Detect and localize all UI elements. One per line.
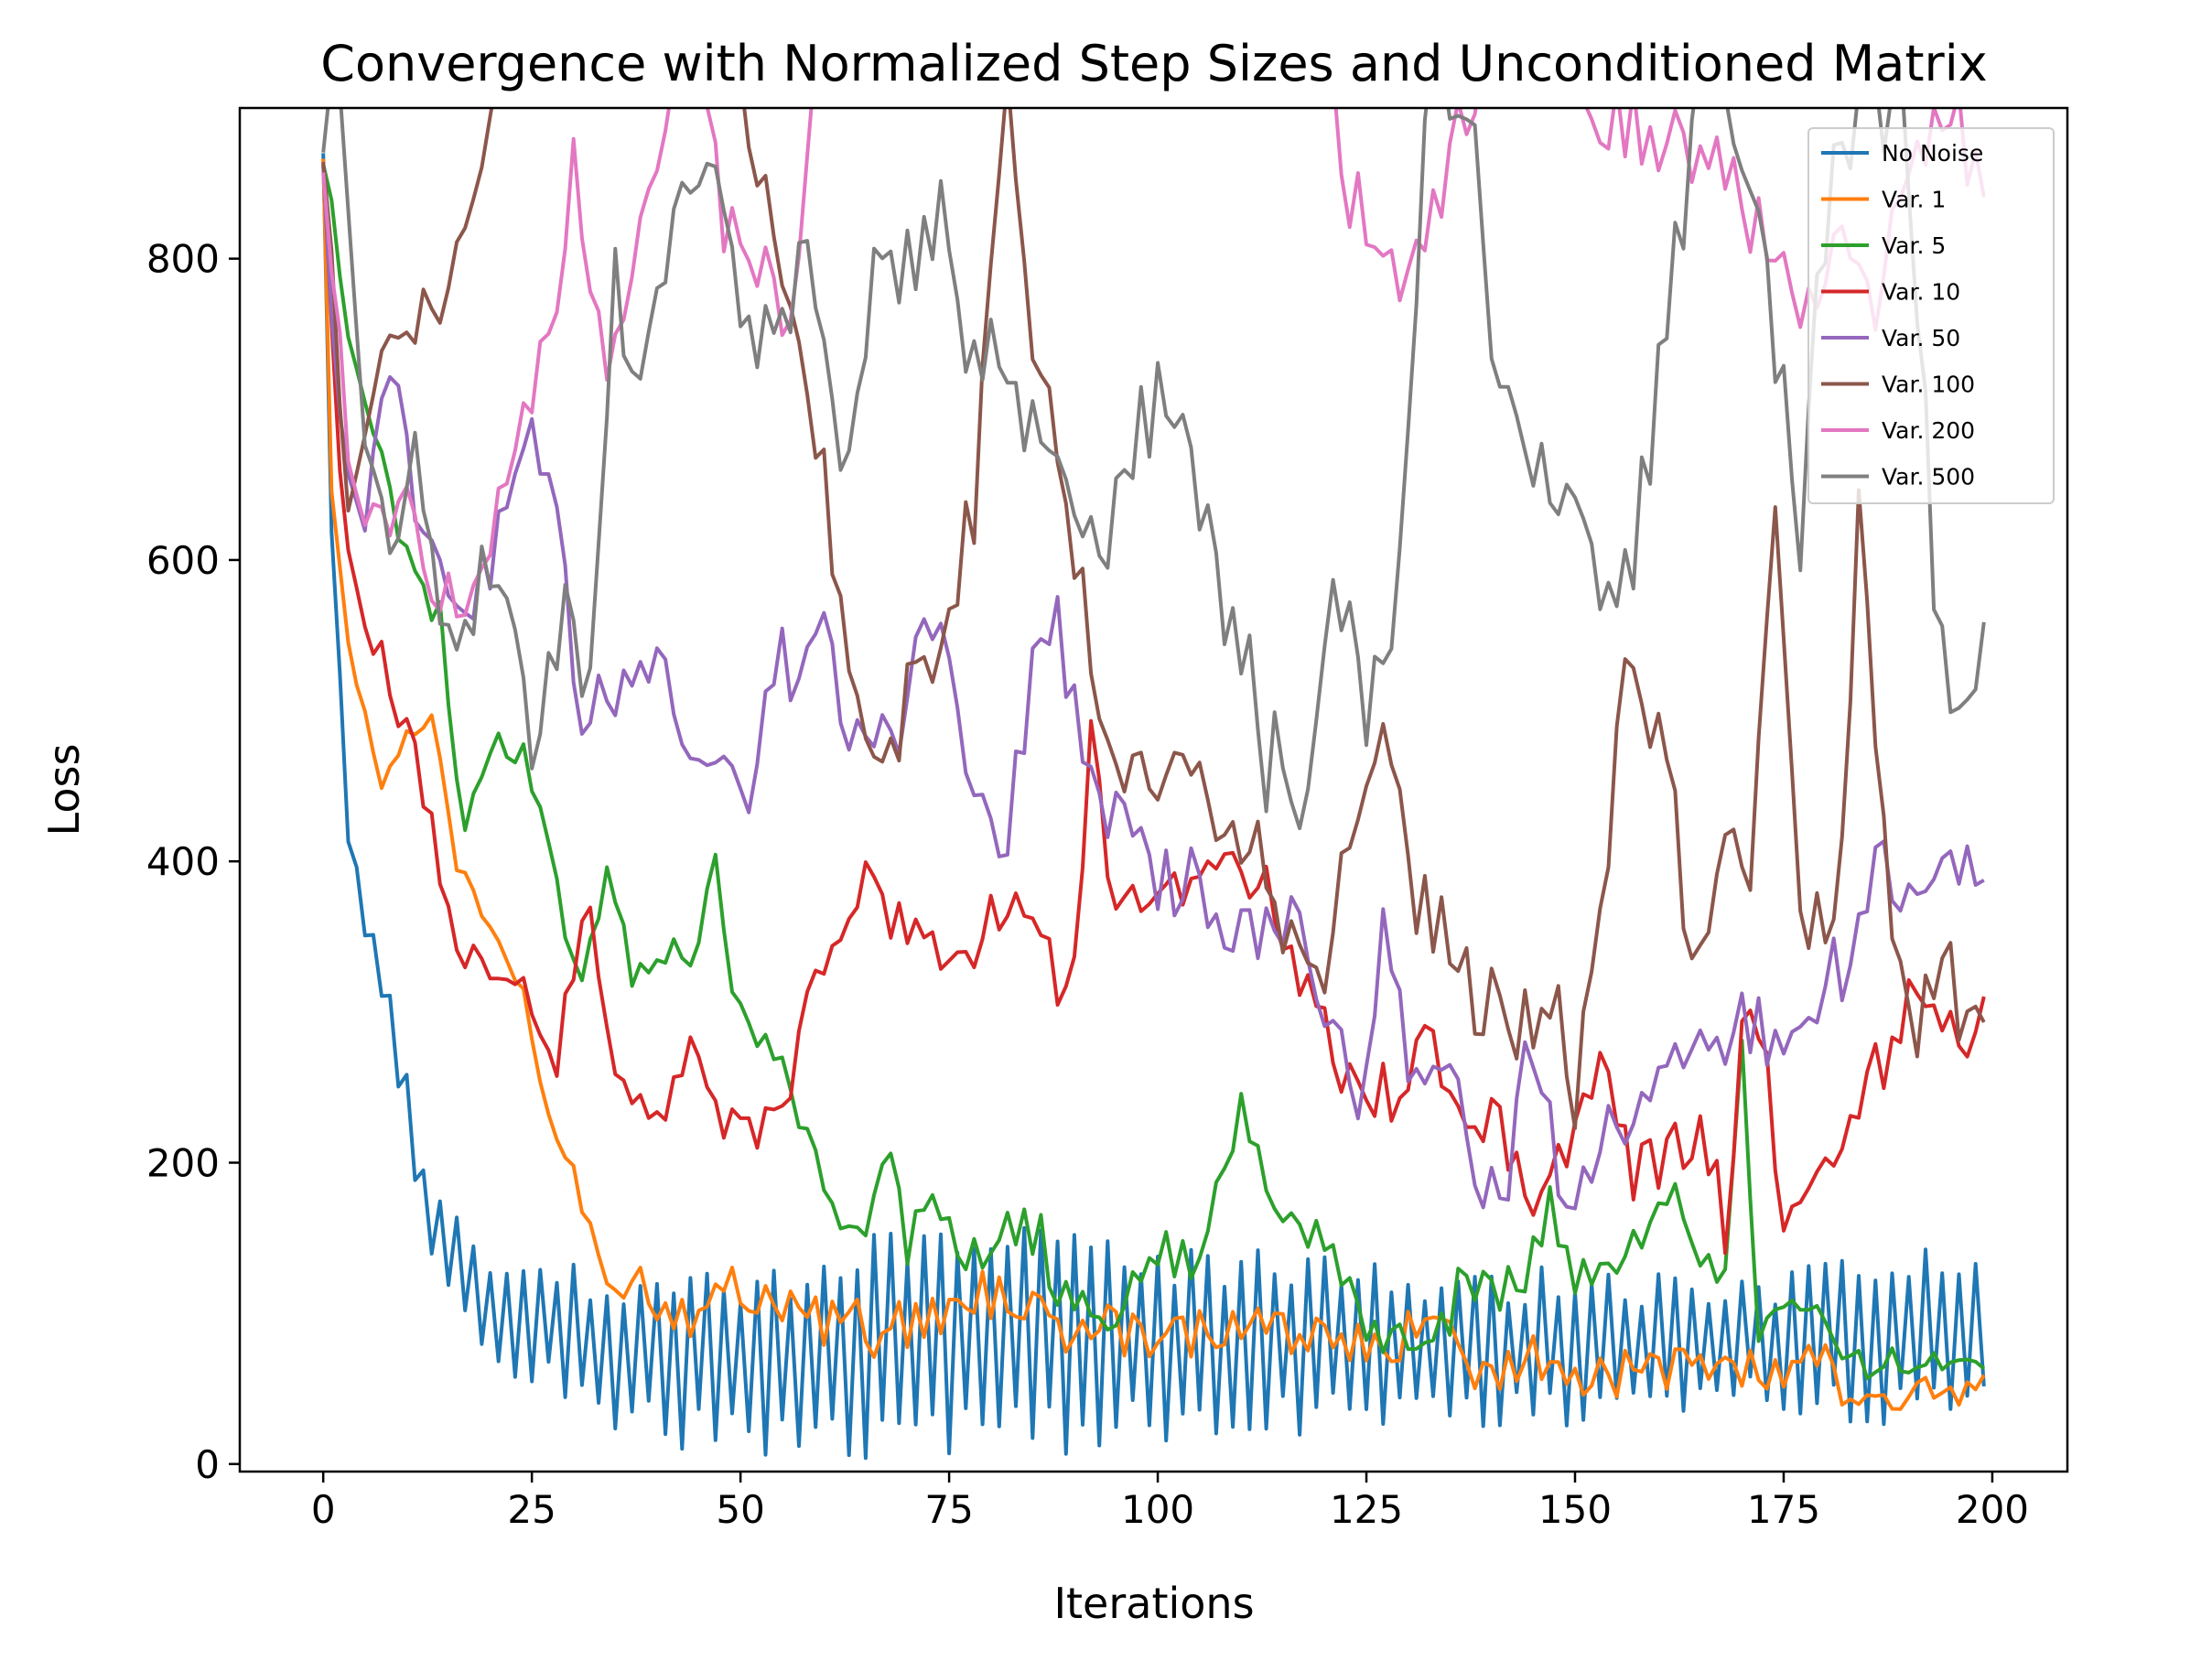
series-line-var-10 <box>321 164 1986 1256</box>
series-line-var-5 <box>321 163 1986 1381</box>
x-tick-label: 25 <box>507 1487 556 1532</box>
legend-box <box>1807 127 2055 504</box>
legend-label: Var. 5 <box>1882 232 1946 259</box>
series-line-var-500 <box>321 108 1986 831</box>
legend-label: Var. 500 <box>1882 464 1975 491</box>
x-tick-label: 150 <box>1538 1487 1612 1532</box>
y-tick-label: 800 <box>146 237 220 282</box>
series-line-var-200 <box>321 108 1986 619</box>
plot-frame <box>238 106 2069 1473</box>
x-tick-label: 0 <box>311 1487 336 1532</box>
legend-label: Var. 50 <box>1882 325 1960 351</box>
x-tick-label: 175 <box>1747 1487 1820 1532</box>
legend: No Noise Var. 1 Var. 5 Var. 10 Var. 50 Var. 1… <box>1807 127 2055 504</box>
legend-label: Var. 200 <box>1882 417 1975 444</box>
y-tick-label: 200 <box>146 1140 220 1185</box>
y-tick-label: 600 <box>146 538 220 583</box>
series-layer <box>321 108 1986 1461</box>
axis-ticks: 0 25 50 75 100 125 150 175 200 0 200 400 600 800 <box>146 237 2029 1532</box>
y-axis-title: Loss <box>39 744 89 836</box>
legend-label: Var. 10 <box>1882 279 1960 306</box>
series-line-var-1 <box>321 158 1986 1411</box>
x-tick-label: 100 <box>1121 1487 1194 1532</box>
chart-title: Convergence with Normalized Step Sizes a… <box>320 35 1987 92</box>
legend-label: Var. 1 <box>1882 187 1946 213</box>
x-tick-label: 200 <box>1956 1487 2029 1532</box>
series-line-var-50 <box>321 167 1985 1211</box>
legend-label: Var. 100 <box>1882 372 1975 398</box>
series-line-var-100 <box>321 108 1986 1130</box>
x-tick-label: 50 <box>716 1487 764 1532</box>
legend-label: No Noise <box>1882 140 1983 167</box>
series-line-no-noise <box>321 153 1986 1461</box>
x-tick-label: 75 <box>924 1487 973 1532</box>
x-tick-label: 125 <box>1330 1487 1403 1532</box>
x-axis-title: Iterations <box>1053 1579 1254 1628</box>
y-tick-label: 0 <box>195 1442 220 1487</box>
y-tick-label: 400 <box>146 839 220 884</box>
